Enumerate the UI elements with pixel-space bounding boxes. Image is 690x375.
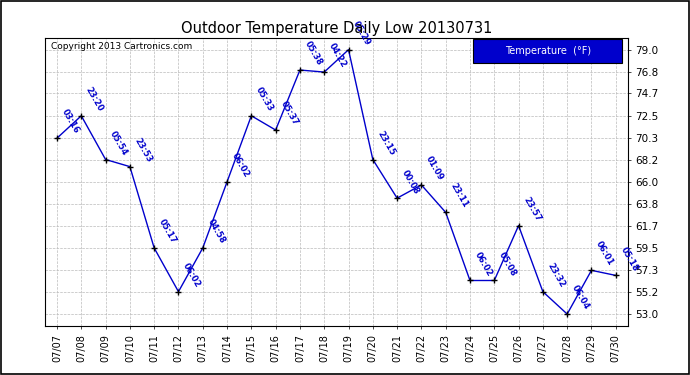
Text: 05:29: 05:29 (351, 20, 373, 47)
Text: 23:15: 23:15 (375, 129, 397, 157)
Text: 06:02: 06:02 (181, 261, 202, 289)
Text: 05:17: 05:17 (157, 217, 178, 245)
Text: 23:57: 23:57 (522, 195, 542, 223)
Text: 06:01: 06:01 (594, 240, 615, 267)
Title: Outdoor Temperature Daily Low 20130731: Outdoor Temperature Daily Low 20130731 (181, 21, 492, 36)
Text: 06:02: 06:02 (230, 152, 251, 179)
Text: 05:38: 05:38 (303, 40, 324, 67)
Text: 23:20: 23:20 (84, 86, 105, 113)
FancyBboxPatch shape (473, 39, 622, 63)
Text: 06:04: 06:04 (570, 284, 591, 311)
Text: 23:32: 23:32 (546, 261, 566, 289)
Text: 03:16: 03:16 (60, 108, 81, 135)
Text: 04:22: 04:22 (327, 42, 348, 69)
Text: Copyright 2013 Cartronics.com: Copyright 2013 Cartronics.com (50, 42, 192, 51)
Text: 23:11: 23:11 (448, 182, 470, 210)
Text: 05:08: 05:08 (497, 250, 518, 278)
Text: 01:09: 01:09 (424, 155, 445, 182)
Text: 05:54: 05:54 (108, 129, 130, 157)
Text: 23:53: 23:53 (132, 136, 154, 164)
Text: Temperature  (°F): Temperature (°F) (504, 46, 591, 56)
Text: 05:33: 05:33 (254, 86, 275, 113)
Text: 05:18: 05:18 (618, 245, 640, 273)
Text: 04:58: 04:58 (206, 217, 226, 245)
Text: 00:08: 00:08 (400, 168, 421, 195)
Text: 06:02: 06:02 (473, 250, 494, 278)
Text: 05:37: 05:37 (279, 100, 299, 127)
